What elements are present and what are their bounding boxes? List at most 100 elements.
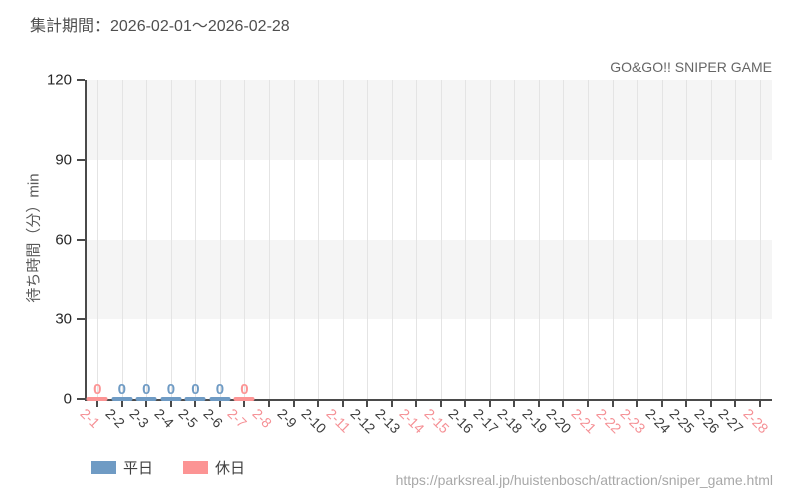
bar-value-label: 0 — [166, 381, 176, 398]
grid-line — [219, 80, 221, 399]
grid-line — [195, 80, 197, 399]
plot-area: 0 30 60 90 120 2-1 2-2 2-3 2-4 2-5 2-6 2-7 2-8 2-9 2-… — [47, 72, 772, 436]
y-axis-tick — [77, 79, 85, 81]
x-axis-date-label: 2-7 — [224, 405, 251, 431]
legend-swatch-holiday — [183, 461, 209, 474]
x-axis-tick — [685, 401, 688, 407]
plot-band — [85, 319, 772, 399]
x-axis-tick — [709, 401, 712, 407]
bar-value-label: 0 — [142, 381, 151, 398]
legend-swatch-weekday — [91, 461, 116, 474]
grid-line — [170, 80, 172, 399]
x-axis-date-label: 2-12 — [347, 405, 379, 437]
grid-line — [514, 80, 516, 399]
grid-line — [367, 80, 369, 399]
y-axis-tick-label: 120 — [46, 71, 72, 89]
plot-band — [85, 239, 772, 320]
x-axis-tick — [611, 401, 614, 407]
grid-line — [735, 80, 737, 399]
y-axis-tick — [77, 238, 85, 241]
x-axis-tick — [758, 401, 761, 407]
grid-line — [121, 80, 123, 399]
x-axis-tick — [169, 401, 172, 407]
y-axis-tick-label: 0 — [63, 390, 72, 408]
x-axis-tick — [537, 401, 540, 407]
wait-time-bar — [135, 397, 157, 401]
x-axis-tick — [341, 401, 344, 407]
x-axis-tick — [513, 401, 516, 407]
legend-item-holiday: 休日 — [183, 457, 245, 478]
x-axis-date-label: 2-8 — [249, 405, 276, 431]
grid-line — [244, 80, 246, 399]
x-axis-date-label: 2-13 — [372, 405, 404, 437]
source-url: https://parksreal.jp/huistenbosch/attrac… — [395, 472, 773, 488]
x-axis-tick — [317, 401, 320, 407]
grid-line — [563, 80, 565, 399]
wait-time-bar — [184, 397, 206, 401]
grid-line — [686, 80, 688, 399]
bar-value-label: 0 — [191, 381, 200, 398]
x-axis-date-label: 2-24 — [641, 405, 674, 437]
x-axis-date-label: 2-23 — [617, 405, 649, 437]
x-axis-date-label: 2-14 — [396, 405, 428, 437]
x-axis-tick — [439, 401, 442, 407]
grid-line — [489, 80, 491, 399]
x-axis-tick — [488, 401, 491, 407]
x-axis-date-label: 2-2 — [102, 405, 128, 431]
grid-line — [440, 80, 442, 399]
x-axis-line — [85, 399, 772, 401]
x-axis-tick — [292, 401, 295, 407]
y-axis-tick-label: 60 — [55, 231, 72, 248]
x-axis-date-label: 2-22 — [592, 405, 625, 437]
x-axis-date-label: 2-10 — [298, 405, 330, 437]
grid-line — [391, 80, 393, 399]
x-axis-date-label: 2-20 — [543, 405, 575, 437]
x-axis-date-label: 2-1 — [77, 405, 104, 431]
x-axis-tick — [145, 401, 148, 407]
wait-time-bar — [86, 397, 108, 401]
x-axis-tick — [390, 401, 393, 407]
x-axis-date-label: 2-25 — [666, 405, 698, 437]
grid-line — [269, 80, 271, 399]
grid-line — [146, 80, 148, 399]
grid-line — [293, 80, 295, 399]
wait-time-bar — [209, 397, 231, 401]
plot-band — [85, 159, 772, 240]
y-axis-tick — [77, 318, 85, 321]
legend-label-holiday: 休日 — [215, 460, 246, 477]
x-axis-tick — [660, 401, 663, 407]
plot-band — [85, 80, 772, 160]
legend-label-weekday: 平日 — [123, 460, 154, 477]
x-axis-date-label: 2-26 — [691, 405, 723, 437]
y-axis-tick — [77, 158, 85, 161]
grid-line — [538, 80, 540, 399]
legend-item-weekday: 平日 — [91, 457, 153, 478]
bar-value-label: 0 — [117, 381, 126, 398]
x-axis-tick — [194, 401, 197, 407]
wait-time-bar — [160, 397, 182, 401]
grid-line — [318, 80, 320, 399]
y-axis-line — [85, 80, 87, 399]
y-axis-tick-label: 90 — [55, 151, 72, 169]
x-axis-date-label: 2-16 — [445, 405, 477, 437]
x-axis-date-label: 2-27 — [715, 405, 747, 437]
x-axis-date-label: 2-17 — [470, 405, 502, 437]
grid-line — [661, 80, 663, 399]
aggregation-period-label: 集計期間：2026-02-01～2026-02-28 — [30, 18, 290, 35]
grid-line — [342, 80, 344, 399]
x-axis-tick — [366, 401, 369, 407]
x-axis-date-label: 2-15 — [421, 405, 453, 437]
x-axis-tick — [586, 401, 589, 407]
x-axis-date-label: 2-28 — [740, 405, 772, 437]
x-axis-date-label: 2-3 — [126, 405, 153, 431]
x-axis-date-label: 2-19 — [519, 405, 551, 437]
x-axis-tick — [415, 401, 418, 407]
x-axis-date-label: 2-11 — [323, 405, 354, 436]
grid-line — [637, 80, 639, 399]
y-axis-tick-label: 30 — [55, 310, 72, 328]
x-axis-tick — [636, 401, 639, 407]
grid-line — [710, 80, 712, 399]
grid-line — [759, 80, 761, 399]
bar-value-label: 0 — [215, 381, 225, 398]
